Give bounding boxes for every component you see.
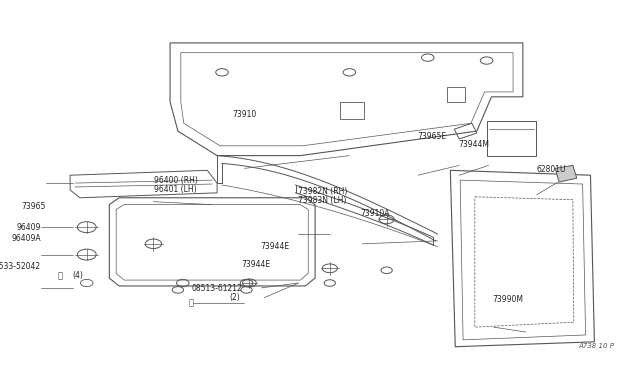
Text: 73983N (LH): 73983N (LH)	[298, 196, 346, 205]
Text: A738 10 P: A738 10 P	[579, 343, 615, 349]
Text: 73944E: 73944E	[242, 260, 271, 269]
Text: 73965E: 73965E	[417, 132, 446, 141]
Text: 96409A: 96409A	[12, 234, 41, 243]
Text: 73910: 73910	[232, 110, 257, 119]
Text: 73944M: 73944M	[458, 140, 489, 148]
Text: 73944E: 73944E	[260, 242, 289, 251]
Text: Ⓢ: Ⓢ	[188, 298, 193, 307]
Text: (2): (2)	[229, 293, 240, 302]
Text: 73982N (RH): 73982N (RH)	[298, 187, 348, 196]
Text: 73965: 73965	[21, 202, 45, 211]
Text: (4): (4)	[72, 271, 83, 280]
Text: 62801U: 62801U	[536, 165, 566, 174]
Text: 96400 (RH): 96400 (RH)	[154, 176, 198, 185]
Text: 96401 (LH): 96401 (LH)	[154, 185, 196, 194]
Text: 73910A: 73910A	[361, 209, 390, 218]
Text: 73990M: 73990M	[493, 295, 524, 304]
Text: Ⓢ: Ⓢ	[58, 272, 63, 280]
Polygon shape	[556, 166, 577, 182]
Text: 08533-52042: 08533-52042	[0, 262, 41, 271]
Text: 96409: 96409	[17, 224, 41, 232]
Text: 08513-61212: 08513-61212	[191, 283, 242, 292]
